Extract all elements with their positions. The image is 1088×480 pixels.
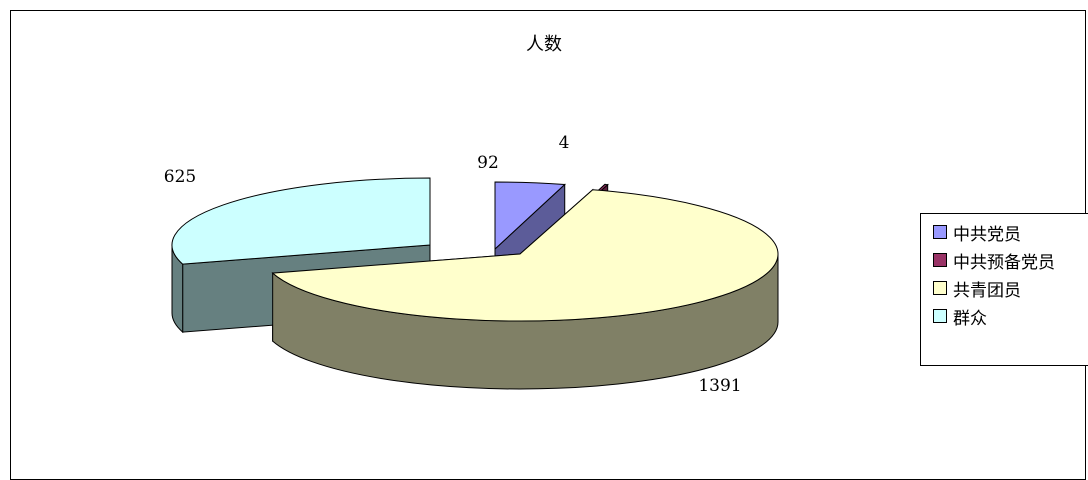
data-label-2: 1391 [698, 376, 741, 396]
legend-item: 中共党员 [933, 218, 1088, 246]
legend: 中共党员中共预备党员 共青团员群众 [920, 213, 1088, 366]
legend-item: 群众 [933, 302, 1088, 330]
slice-2 [271, 189, 779, 322]
slice-3 [171, 177, 431, 265]
legend-item: 共青团员 [933, 274, 1088, 302]
legend-swatch [933, 225, 947, 239]
slice-0 [494, 181, 566, 251]
data-label-3: 625 [164, 167, 196, 187]
legend-label: 共青团员 [953, 280, 1021, 301]
data-label-0: 92 [477, 153, 499, 173]
legend-swatch [933, 281, 947, 295]
legend-swatch [933, 253, 947, 267]
legend-label: 群众 [953, 308, 987, 329]
chart-title: 人数 [526, 34, 562, 55]
data-label-1: 4 [559, 133, 570, 153]
legend-swatch [933, 309, 947, 323]
legend-item: 中共预备党员 [933, 246, 1088, 274]
legend-label: 中共预备党员 [953, 252, 1055, 273]
legend-label: 中共党员 [953, 224, 1021, 245]
